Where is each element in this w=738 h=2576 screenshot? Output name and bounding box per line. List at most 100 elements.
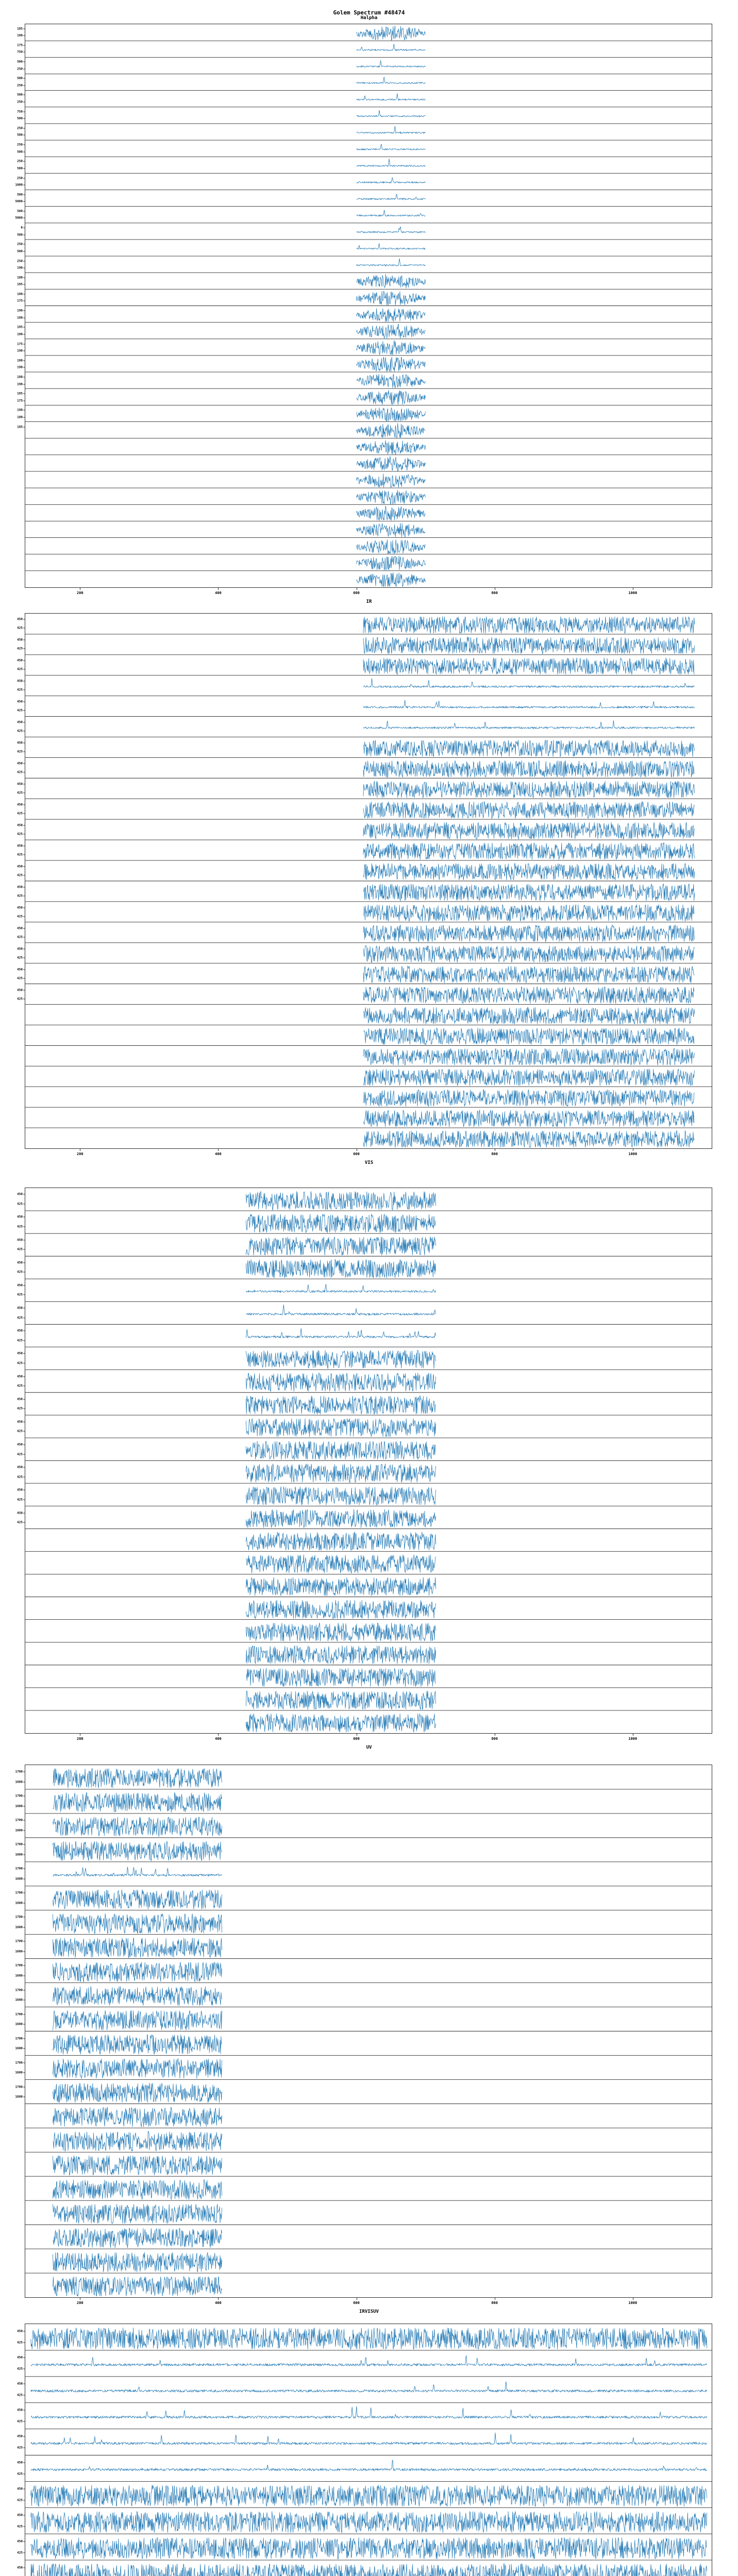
spectrum-trace [363,883,695,902]
y-tick-label: 175 [17,399,23,403]
spectrum-trace [245,1418,436,1437]
spectrum-trace [363,822,695,840]
y-tick-label: 250 [17,83,23,88]
y-tick-label: 450 [17,1397,23,1401]
y-tick-label: 450 [17,1261,23,1265]
x-tick-mark [218,1734,219,1736]
y-tick-mark [23,1999,25,2001]
y-tick-mark [23,998,25,999]
spectrum-trace [53,2155,222,2176]
y-tick-label: 425 [17,1475,23,1479]
y-tick-label: 450 [17,782,23,786]
y-tick-label: 425 [17,2551,23,2555]
y-tick-label: 1600 [15,2095,23,2099]
spectrum-trace [53,2252,222,2273]
spectrum-trace [30,2563,708,2576]
panel-ir-x-axis-label: VIS [364,1160,374,1165]
y-tick-label: 425 [17,1384,23,1388]
spectrum-trace [245,1440,436,1460]
y-tick-label: 425 [17,667,23,671]
x-tick-label: 1000 [628,2301,638,2305]
spectrum-trace [245,1532,436,1551]
panel-vis-x-axis: 200 400 600 800 1000 [25,1734,712,1746]
y-tick-label: 425 [17,626,23,630]
spectrum-trace [245,1554,436,1573]
panel-halpha-x-axis-label: IR [366,599,372,604]
y-tick-mark [23,948,25,950]
spectrum-trace [356,76,426,84]
y-tick-label: 425 [17,2393,23,2397]
spectrum-trace [245,1372,436,1393]
x-tick-label: 200 [76,2301,83,2305]
spectrum-trace [356,440,426,455]
y-tick-label: 425 [17,873,23,877]
spectrum-trace [53,1962,222,1982]
y-tick-label: 450 [17,658,23,663]
y-tick-label: 450 [17,885,23,889]
panel-ir-x-axis: 200 400 600 800 1000 [25,1149,712,1161]
panel-vis: 450 425 450 425 450 425 450 425 450 425 450 425 450 4… [0,1188,738,1759]
y-tick-label: 450 [17,679,23,683]
y-tick-label: 450 [17,1488,23,1492]
y-tick-label: 250 [17,100,23,104]
spectrum-trace [356,423,426,438]
spectrum-trace [363,801,695,819]
spectrum-trace [53,1817,222,1837]
y-tick-mark [23,825,25,826]
y-tick-mark [23,52,25,53]
y-tick-label: 450 [17,844,23,848]
spectrum-trace [53,1889,222,1909]
y-tick-mark [23,1376,25,1377]
spectrum-trace [30,2460,707,2472]
y-tick-label: 425 [17,2419,23,2424]
y-tick-label: 450 [17,720,23,724]
y-tick-mark [23,28,25,29]
spectrum-trace [356,555,426,570]
y-tick-mark [23,118,25,119]
y-tick-label: 1700 [15,1939,23,1943]
y-tick-mark [23,2048,25,2049]
spectrum-trace [53,2010,222,2030]
x-tick-label: 1000 [628,1737,638,1741]
panel-halpha-title: Halpha [360,15,378,21]
y-tick-label: 425 [17,2524,23,2529]
panel-vis-plot-area [25,1188,712,1734]
y-tick-label: 425 [17,791,23,795]
y-tick-label: 425 [17,708,23,713]
spectrum-trace [363,657,695,675]
x-tick-label: 800 [491,2301,498,2305]
spectrum-trace [246,1304,436,1316]
y-tick-label: 180 [17,276,23,280]
spectrum-trace [363,1089,695,1107]
spectrum-trace [363,1047,695,1066]
y-tick-label: 500 [17,116,23,121]
y-tick-mark [23,1194,25,1195]
y-tick-mark [23,2331,25,2332]
y-tick-label: 250 [17,67,23,71]
y-tick-label: 425 [17,2446,23,2450]
panel-halpha-x-axis: 200 400 600 800 1000 [25,588,712,600]
y-tick-label: 425 [17,1429,23,1433]
y-tick-label: 1600 [15,1780,23,1784]
y-tick-label: 450 [17,1420,23,1424]
spectrum-trace [363,678,695,688]
y-tick-label: 250 [17,126,23,130]
panel-halpha-plot-area [25,24,712,588]
y-tick-label: 185 [17,325,23,329]
y-tick-label: 175 [17,299,23,303]
panel-ir-y-axis: 450 425 450 425 450 425 450 425 450 425 450 425 450 4… [0,613,25,1149]
y-tick-mark [23,360,25,361]
spectrum-trace [53,2131,222,2151]
y-tick-label: 450 [17,2461,23,2465]
x-tick-label: 600 [353,2301,360,2305]
y-tick-label: 425 [17,1361,23,1365]
spectrum-trace [356,291,426,306]
y-tick-label: 450 [17,2566,23,2570]
spectrum-trace [53,2204,222,2224]
y-tick-label: 175 [17,342,23,346]
y-tick-label: 750 [17,50,23,54]
spectrum-trace [356,258,426,267]
y-tick-mark [23,792,25,793]
spectrum-trace [246,1284,436,1294]
y-tick-mark [23,284,25,285]
